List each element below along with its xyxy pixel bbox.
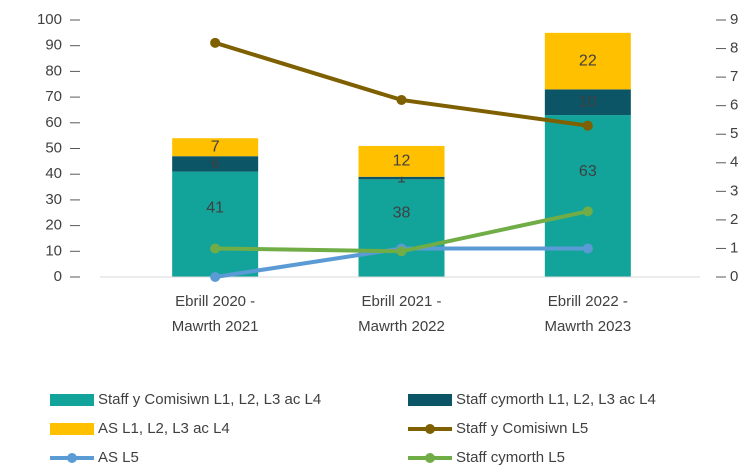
data-label: 6 xyxy=(211,155,220,172)
line-point xyxy=(582,206,593,217)
legend-label: Staff cymorth L5 xyxy=(456,449,565,466)
y-tick-label: 40 xyxy=(45,165,62,182)
bar-segment xyxy=(172,156,259,172)
legend-swatch xyxy=(50,394,94,406)
y2-tick-label: 4 xyxy=(730,154,738,171)
line-point xyxy=(396,246,407,257)
x-tick-label: Mawrth 2021 xyxy=(172,318,259,335)
y-tick-label: 20 xyxy=(45,217,62,234)
y2-tick-label: 6 xyxy=(730,97,738,114)
y-tick-label: 0 xyxy=(54,268,62,285)
legend-label: AS L1, L2, L3 ac L4 xyxy=(98,420,230,437)
data-label: 22 xyxy=(579,52,597,69)
y2-tick-label: 9 xyxy=(730,11,738,28)
line-point xyxy=(210,272,221,282)
y-tick-label: 30 xyxy=(45,191,62,208)
x-tick-label: Mawrth 2023 xyxy=(544,318,631,335)
y2-tick-label: 5 xyxy=(730,125,738,142)
data-label: 7 xyxy=(211,138,220,155)
data-label: 41 xyxy=(206,200,224,217)
bar-segment xyxy=(358,179,445,277)
y2-tick-label: 3 xyxy=(730,182,738,199)
data-label: 12 xyxy=(393,153,411,170)
y2-tick-label: 8 xyxy=(730,40,738,57)
legend-label: Staff cymorth L1, L2, L3 ac L4 xyxy=(456,391,656,408)
bar-segment xyxy=(358,145,445,177)
legend-swatch xyxy=(67,453,77,463)
data-label: 38 xyxy=(393,205,411,222)
y2-tick-label: 7 xyxy=(730,68,738,85)
bar-segment xyxy=(172,171,259,277)
legend-label: AS L5 xyxy=(98,449,139,466)
bar-segment xyxy=(544,89,631,116)
y-tick-label: 10 xyxy=(45,242,62,259)
legend-swatch xyxy=(425,424,435,434)
data-label: 1 xyxy=(397,169,406,186)
bar-segment xyxy=(172,138,259,157)
x-tick-label: Mawrth 2022 xyxy=(358,318,445,335)
x-tick-label: Ebrill 2022 - xyxy=(548,293,628,310)
legend-swatch xyxy=(408,394,452,406)
line-point xyxy=(210,243,221,254)
y2-tick-label: 0 xyxy=(730,268,738,285)
y-tick-label: 60 xyxy=(45,114,62,131)
line-point xyxy=(582,243,593,254)
line xyxy=(214,40,589,128)
legend-label: Staff y Comisiwn L1, L2, L3 ac L4 xyxy=(98,391,321,408)
line-point xyxy=(210,37,221,48)
bar-segment xyxy=(358,176,445,180)
legend-swatch xyxy=(425,453,435,463)
y2-tick-label: 1 xyxy=(730,239,738,256)
x-tick-label: Ebrill 2020 - xyxy=(175,293,255,310)
y2-tick-label: 2 xyxy=(730,211,738,228)
legend-swatch xyxy=(50,423,94,435)
legend-label: Staff y Comisiwn L5 xyxy=(456,420,588,437)
y-tick-label: 50 xyxy=(45,139,62,156)
y-tick-label: 100 xyxy=(37,11,62,28)
y-tick-label: 70 xyxy=(45,88,62,105)
y-tick-label: 90 xyxy=(45,37,62,54)
data-label: 10 xyxy=(579,93,597,110)
data-label: 63 xyxy=(579,163,597,180)
line-point xyxy=(582,120,593,131)
bar-segment xyxy=(544,32,631,90)
line-point xyxy=(396,94,407,105)
x-tick-label: Ebrill 2021 - xyxy=(361,293,441,310)
y-tick-label: 80 xyxy=(45,62,62,79)
